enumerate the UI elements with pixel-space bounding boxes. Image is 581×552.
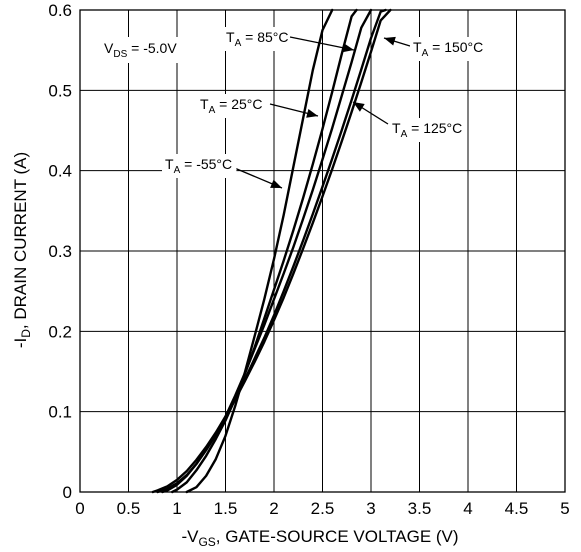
svg-text:VDS = -5.0V: VDS = -5.0V [104,40,177,60]
x-tick-label: 2 [269,499,278,518]
series-label: TA = -55°C [162,154,283,189]
y-tick-label: 0 [63,483,72,502]
y-tick-label: 0.1 [48,403,72,422]
series-label-text: TA = 85°C [226,29,288,49]
arrow-head [342,43,354,53]
x-tick-label: 0.5 [117,499,141,518]
series-line [151,8,392,494]
x-tick-label: 4.5 [505,499,529,518]
y-tick-label: 0.2 [48,322,72,341]
series-line [156,8,387,494]
arrow-head [384,36,396,46]
x-tick-label: 5 [560,499,569,518]
series-label-text: TA = 125°C [392,120,462,140]
series-curves [151,8,392,494]
series-label-text: TA = 150°C [413,39,483,59]
condition-annotation: VDS = -5.0V [99,37,181,63]
series-label: TA = 25°C [197,94,319,118]
arrow-head [353,102,365,112]
x-tick-label: 1 [172,499,181,518]
x-tick-label: 0 [75,499,84,518]
series-line [170,8,358,494]
y-tick-label: 0.5 [48,81,72,100]
x-tick-label: 1.5 [214,499,238,518]
x-tick-label: 3.5 [408,499,432,518]
y-tick-label: 0.6 [48,1,72,20]
series-label-text: TA = 25°C [200,96,262,116]
series-label: TA = 150°C [383,36,485,61]
plot-frame [79,9,566,493]
arrow-head [270,179,282,188]
series-line [185,8,334,494]
x-tick-labels: 0 0.5 1 1.5 2 2.5 3 3.5 4 4.5 5 [75,499,569,518]
y-tick-label: 0.3 [48,242,72,261]
grid [80,10,565,492]
x-axis-label: -VGS, GATE-SOURCE VOLTAGE (V) [181,527,458,549]
x-tick-label: 4 [463,499,472,518]
y-axis-label: -ID, DRAIN CURRENT (A) [11,152,33,348]
arrow-head [306,109,318,118]
y-tick-label: 0.4 [48,162,72,181]
series-label-text: TA = -55°C [165,156,232,176]
series-labels: TA = -55°C TA = 25°C TA = 85°C TA = 125°C TA… [162,27,485,189]
series-label: TA = 125°C [352,101,464,142]
x-tick-label: 3 [366,499,375,518]
y-tick-labels: 0 0.1 0.2 0.3 0.4 0.5 0.6 [48,1,72,502]
series-label: TA = 85°C [223,27,355,53]
x-tick-label: 2.5 [311,499,335,518]
